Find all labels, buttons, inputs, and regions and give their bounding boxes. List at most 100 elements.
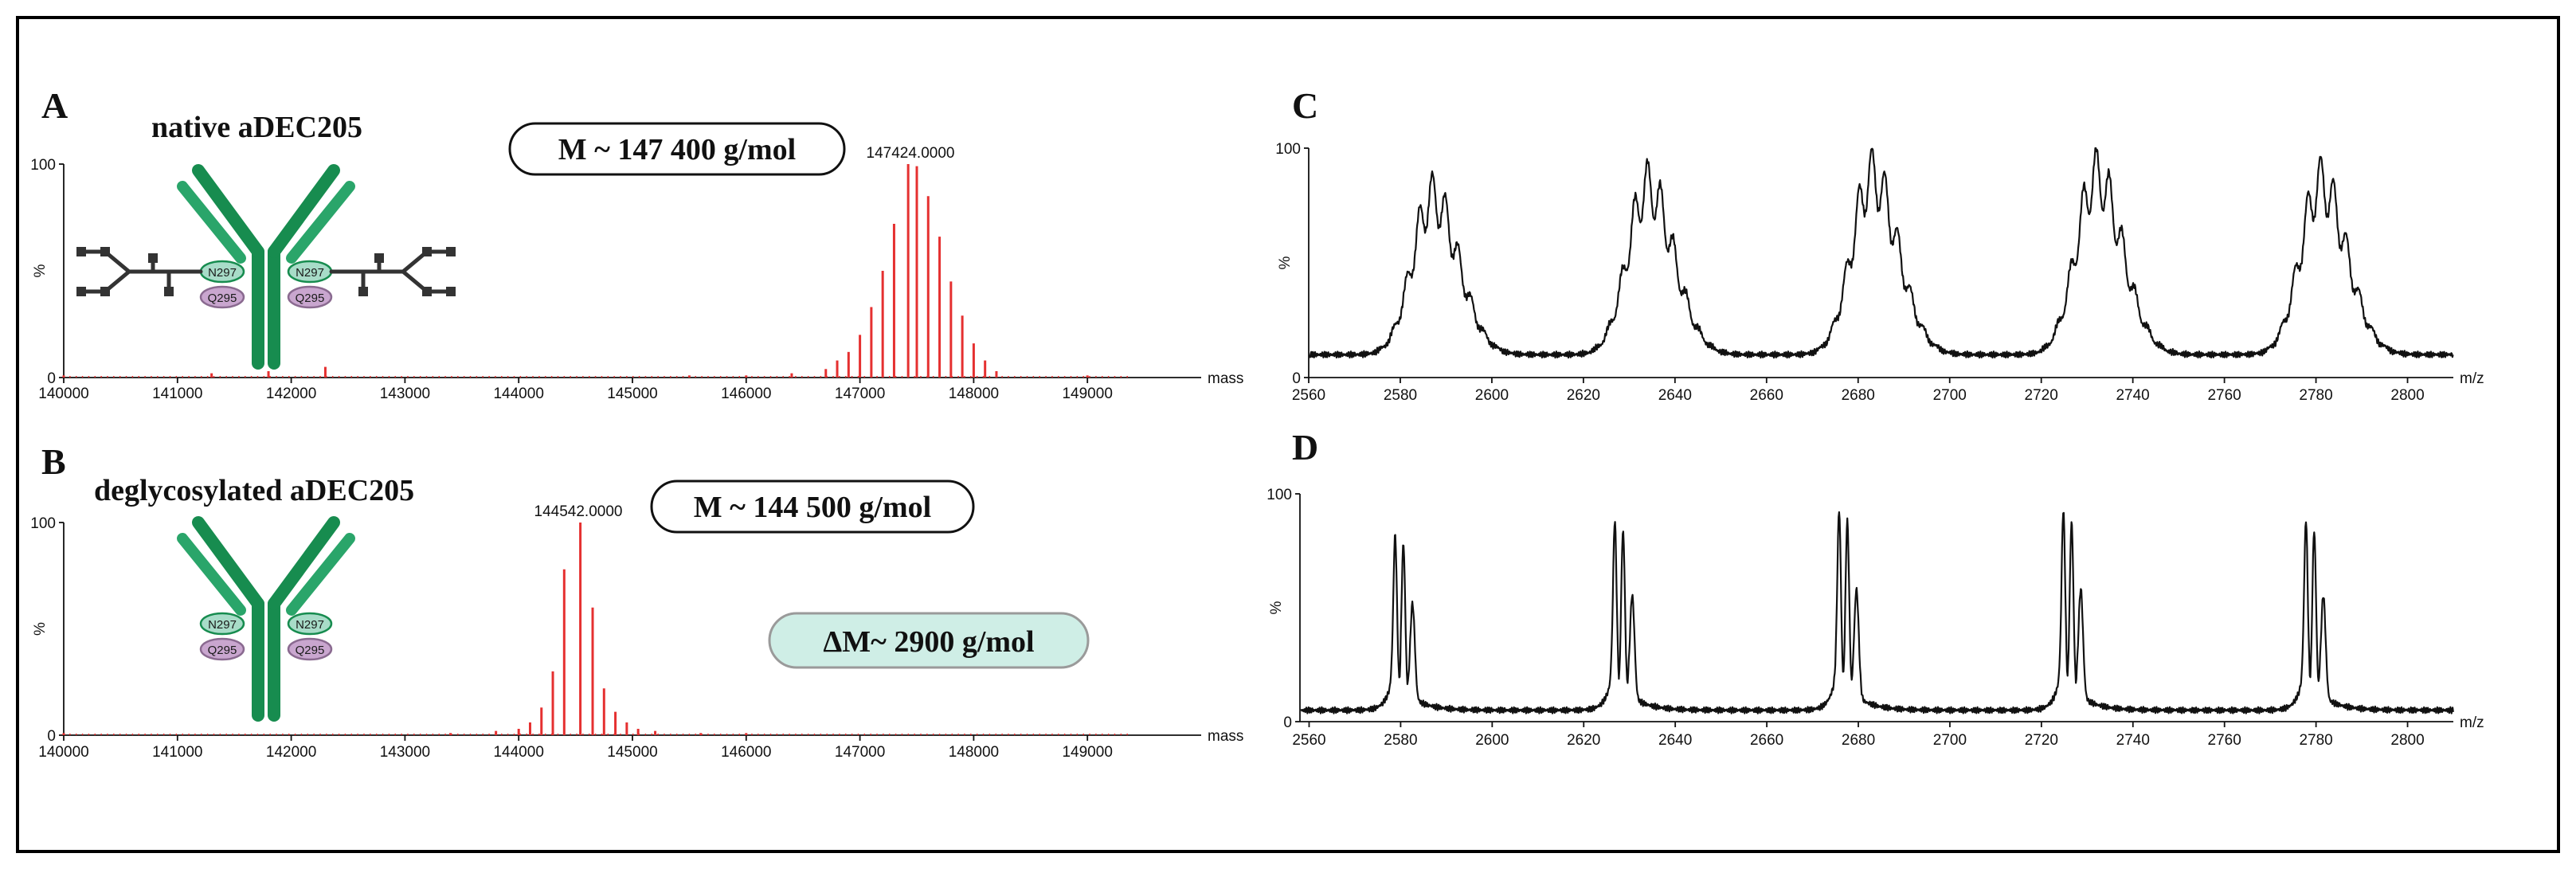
glycan-sugar xyxy=(100,247,110,256)
x-tick-label: 2600 xyxy=(1475,732,1509,749)
x-tick-label: 145000 xyxy=(607,386,657,402)
x-tick-label: 143000 xyxy=(380,744,430,761)
x-tick-label: 2640 xyxy=(1658,732,1692,749)
panel-label-a: A xyxy=(41,85,68,126)
x-tick-label: 146000 xyxy=(721,744,771,761)
x-tick-label: 143000 xyxy=(380,386,430,402)
x-tick-label: 148000 xyxy=(949,744,999,761)
y-tick-label: 0 xyxy=(47,370,56,387)
glycan-sugar xyxy=(148,253,158,263)
x-tick-label: 2700 xyxy=(1933,387,1967,404)
q295-site-left xyxy=(199,637,245,661)
glycan-sugar xyxy=(100,287,110,296)
x-tick-label: 140000 xyxy=(38,386,88,402)
glycan-sugar xyxy=(422,247,432,256)
n297-label: N297 xyxy=(296,266,324,280)
x-tick-label: 2720 xyxy=(2025,732,2058,749)
x-tick-label: 148000 xyxy=(949,386,999,402)
n297-label: N297 xyxy=(296,618,324,632)
x-tick-label: 149000 xyxy=(1062,744,1112,761)
x-tick-label: 2580 xyxy=(1384,732,1417,749)
n297-label: N297 xyxy=(208,266,237,280)
q295-label: Q295 xyxy=(296,292,325,305)
y-axis-label: % xyxy=(1277,256,1294,269)
q295-label: Q295 xyxy=(208,292,237,305)
panel-label-b: B xyxy=(41,441,66,482)
x-tick-label: 2680 xyxy=(1842,732,1875,749)
chart-a: 140000 141000 142000 143000 144000 145000 1460… xyxy=(30,157,1243,402)
light-chain xyxy=(177,533,246,616)
glycan-sugar xyxy=(374,253,384,263)
glycan-sugar xyxy=(446,247,456,256)
x-tick-label: 2800 xyxy=(2390,387,2424,404)
figure-frame xyxy=(16,16,2560,853)
panel-label-c: C xyxy=(1292,85,1318,126)
x-tick-label: 146000 xyxy=(721,386,771,402)
x-tick-label: 2660 xyxy=(1750,387,1783,404)
y-axis-label: % xyxy=(32,622,49,636)
x-tick-label: 2640 xyxy=(1658,387,1692,404)
y-tick-label: 0 xyxy=(1283,714,1292,731)
n297-site-right xyxy=(287,612,333,636)
x-tick-label: 149000 xyxy=(1062,386,1112,402)
x-tick-label: 2620 xyxy=(1567,732,1600,749)
n297-site-left xyxy=(199,612,245,636)
x-tick-label: 2740 xyxy=(2116,387,2149,404)
y-tick-label: 0 xyxy=(47,728,56,745)
y-axis-label: % xyxy=(1268,601,1285,614)
panel-a-title: native aDEC205 xyxy=(151,111,362,144)
x-tick-label: 144000 xyxy=(493,386,543,402)
x-tick-label: 2760 xyxy=(2208,732,2241,749)
heavy-chain-fab xyxy=(192,516,264,610)
panel-label-d: D xyxy=(1292,427,1318,468)
mass-box-b: M ~ 144 500 g/mol xyxy=(650,480,975,534)
ms-spectrum-trace xyxy=(1300,511,2454,714)
light-chain xyxy=(286,533,355,616)
x-tick-label: 141000 xyxy=(152,744,202,761)
q295-site-left xyxy=(199,285,245,309)
q295-site-right xyxy=(287,637,333,661)
glycan-sugar xyxy=(358,287,368,296)
n297-label: N297 xyxy=(208,618,237,632)
x-tick-label: 2760 xyxy=(2207,387,2241,404)
mass-box-a-text: M ~ 147 400 g/mol xyxy=(558,133,796,166)
heavy-chain-fab xyxy=(268,516,340,610)
x-tick-label: 2580 xyxy=(1384,387,1417,404)
heavy-chain-fab xyxy=(192,164,264,258)
y-tick-label: 100 xyxy=(30,157,56,174)
glycan-sugar xyxy=(76,287,86,296)
glycan-sugar xyxy=(76,247,86,256)
x-tick-label: 144000 xyxy=(493,744,543,761)
x-tick-label: 2780 xyxy=(2299,732,2332,749)
y-axis-label: % xyxy=(32,264,49,277)
chart-c: 2560 2580 2600 2620 2640 2660 2680 2700 2720 2740… xyxy=(1275,141,2484,404)
peak-label-b: 144542.0000 xyxy=(534,503,623,520)
q295-label: Q295 xyxy=(208,644,237,657)
x-axis-label: m/z xyxy=(2460,370,2484,387)
mass-box-a: M ~ 147 400 g/mol xyxy=(508,122,846,176)
x-tick-label: 2700 xyxy=(1933,732,1967,749)
glycan-sugar xyxy=(164,287,174,296)
heavy-chain-fab xyxy=(268,164,340,258)
delta-mass-box: ΔM~ 2900 g/mol xyxy=(768,612,1090,669)
antibody-deglycosylated-illustration: N297 Q295 N297 Q295 xyxy=(177,516,355,722)
y-tick-label: 100 xyxy=(1266,487,1292,503)
x-tick-label: 2780 xyxy=(2299,387,2332,404)
q295-label: Q295 xyxy=(296,644,325,657)
delta-mass-box-text: ΔM~ 2900 g/mol xyxy=(823,625,1034,659)
x-tick-label: 2800 xyxy=(2390,732,2424,749)
x-tick-label: 147000 xyxy=(835,386,885,402)
y-tick-label: 100 xyxy=(30,515,56,532)
x-axis-label: mass xyxy=(1208,728,1243,745)
x-tick-label: 2680 xyxy=(1842,387,1875,404)
q295-site-right xyxy=(287,285,333,309)
x-tick-label: 145000 xyxy=(607,744,657,761)
ms-spectrum-trace xyxy=(1309,147,2454,359)
y-tick-label: 100 xyxy=(1275,141,1301,158)
x-tick-label: 142000 xyxy=(266,386,316,402)
mass-box-b-text: M ~ 144 500 g/mol xyxy=(694,491,931,524)
x-tick-label: 2660 xyxy=(1750,732,1783,749)
x-tick-label: 142000 xyxy=(266,744,316,761)
x-tick-label: 2560 xyxy=(1292,732,1325,749)
